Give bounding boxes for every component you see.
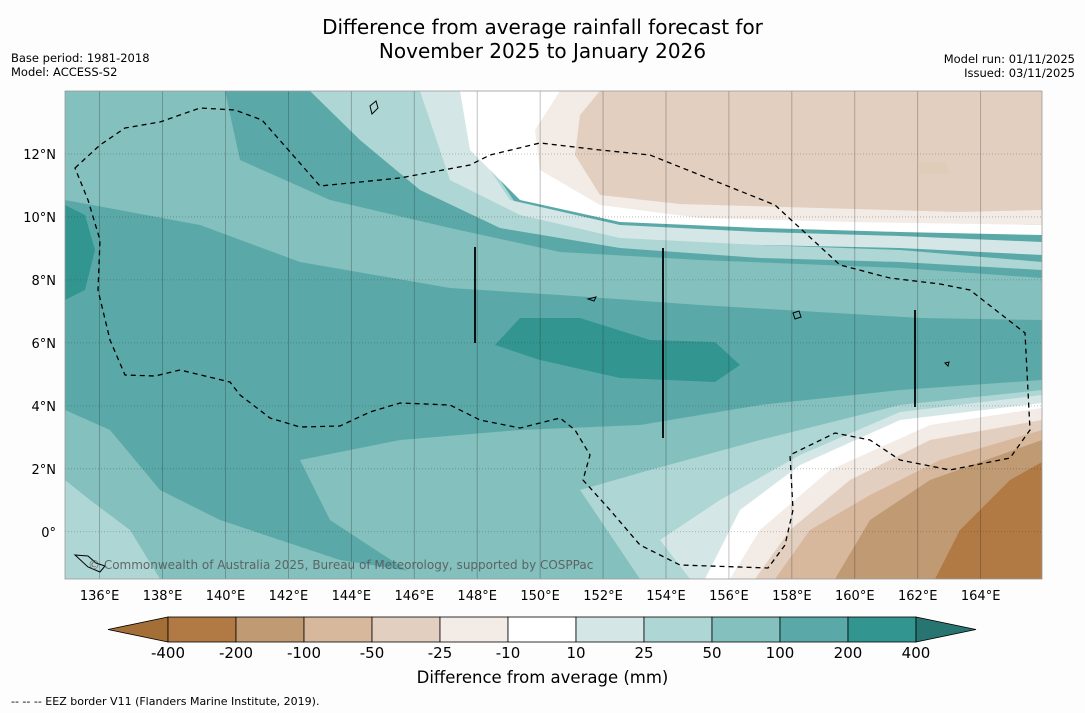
islands	[73, 100, 950, 573]
band-cyan-southwest	[65, 410, 460, 579]
island-outline	[944, 361, 950, 367]
island-outline	[73, 554, 106, 573]
x-tick-label: 136°E	[80, 589, 120, 604]
colorbar-tick-label: -25	[428, 644, 453, 662]
x-tick-label: 150°E	[520, 589, 560, 604]
island-outline	[369, 100, 379, 115]
y-tick-label: 12°N	[23, 148, 56, 163]
colorbar-tick-label: -50	[360, 644, 385, 662]
chart-title-line1: Difference from average rainfall forecas…	[322, 15, 763, 39]
colorbar-swatch	[235, 616, 305, 643]
band-brown-darkest-south	[935, 462, 1042, 579]
band-west-cyan	[65, 91, 1042, 320]
vertical-marker-lines	[474, 247, 916, 438]
x-tick-label: 152°E	[583, 589, 623, 604]
colorbar-swatch	[643, 616, 713, 643]
y-tick-label: 8°N	[32, 274, 57, 289]
band-white-north	[460, 91, 1042, 235]
colorbar-extend-high	[915, 616, 977, 643]
colorbar-swatch	[847, 616, 917, 643]
band-deep-teal-west-edge	[65, 205, 95, 300]
colorbar: -400 -200 -100 -50 -25 -10 10 25 50 100 200 400	[107, 616, 977, 662]
x-tick-label: 164°E	[961, 589, 1001, 604]
y-axis-ticks: 12°N 10°N 8°N 6°N 4°N 2°N 0°	[23, 148, 56, 541]
band-light-southwest	[65, 480, 160, 579]
x-tick-label: 140°E	[206, 589, 246, 604]
base-period-label: Base period: 1981-2018	[11, 51, 150, 65]
colorbar-tick-label: 50	[702, 644, 721, 662]
x-tick-label: 148°E	[457, 589, 497, 604]
x-tick-label: 158°E	[772, 589, 812, 604]
colorbar-tick-label: -100	[287, 644, 321, 662]
colorbar-extend-low	[107, 616, 169, 643]
colorbar-swatch	[507, 616, 577, 643]
colorbar-tick-label: 25	[634, 644, 653, 662]
colorbar-swatch	[779, 616, 849, 643]
band-tan-north	[575, 91, 1042, 212]
colorbar-swatch	[167, 616, 237, 643]
x-tick-label: 154°E	[646, 589, 686, 604]
colorbar-swatch	[439, 616, 509, 643]
x-tick-label: 146°E	[395, 589, 435, 604]
band-deep-teal-center	[495, 318, 740, 382]
colorbar-swatch	[711, 616, 781, 643]
map-plot-area	[65, 91, 1042, 579]
x-tick-label: 144°E	[332, 589, 372, 604]
plot-frame	[64, 90, 1043, 580]
colorbar-tick-label: -400	[151, 644, 185, 662]
colorbar-swatch	[371, 616, 441, 643]
x-tick-label: 160°E	[835, 589, 875, 604]
y-tick-label: 0°	[41, 526, 56, 541]
island-fill	[918, 162, 950, 174]
model-run-label: Model run: 01/11/2025	[943, 52, 1075, 66]
colorbar-tick-label: 400	[902, 644, 931, 662]
y-tick-label: 10°N	[23, 211, 56, 226]
model-label: Model: ACCESS-S2	[11, 65, 118, 79]
x-axis-ticks: 136°E 138°E 140°E 142°E 144°E 146°E 148°E 150°E…	[80, 589, 1001, 604]
copyright-watermark: © Commonwealth of Australia 2025, Bureau…	[88, 558, 594, 572]
chart-title-line2: November 2025 to January 2026	[378, 39, 707, 63]
x-tick-label: 156°E	[709, 589, 749, 604]
x-tick-label: 142°E	[269, 589, 309, 604]
gridlines	[65, 91, 1042, 579]
colorbar-title: Difference from average (mm)	[416, 668, 669, 687]
y-tick-label: 4°N	[32, 400, 57, 415]
issued-label: Issued: 03/11/2025	[964, 66, 1075, 80]
colorbar-tick-label: 200	[834, 644, 863, 662]
y-tick-label: 2°N	[32, 463, 57, 478]
island-outline	[586, 296, 597, 302]
colorbar-tick-label: 10	[566, 644, 585, 662]
colorbar-tick-label: 100	[766, 644, 795, 662]
x-tick-label: 162°E	[898, 589, 938, 604]
colorbar-tick-label: -200	[219, 644, 253, 662]
eez-footnote: -- -- -- EEZ border V11 (Flanders Marine…	[11, 695, 320, 708]
x-tick-label: 138°E	[143, 589, 183, 604]
island-outline	[792, 310, 802, 320]
colorbar-swatch	[303, 616, 373, 643]
colorbar-tick-label: -10	[496, 644, 521, 662]
colorbar-swatch	[575, 616, 645, 643]
y-tick-label: 6°N	[32, 337, 57, 352]
